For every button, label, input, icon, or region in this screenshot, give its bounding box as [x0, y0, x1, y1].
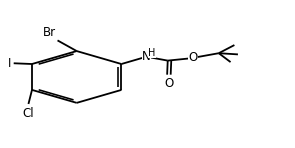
- Text: I: I: [7, 57, 11, 70]
- Text: Br: Br: [43, 26, 56, 39]
- Text: H: H: [148, 48, 156, 58]
- Text: Cl: Cl: [23, 107, 34, 120]
- Text: O: O: [188, 52, 197, 64]
- Text: N: N: [142, 50, 151, 63]
- Text: O: O: [164, 77, 173, 90]
